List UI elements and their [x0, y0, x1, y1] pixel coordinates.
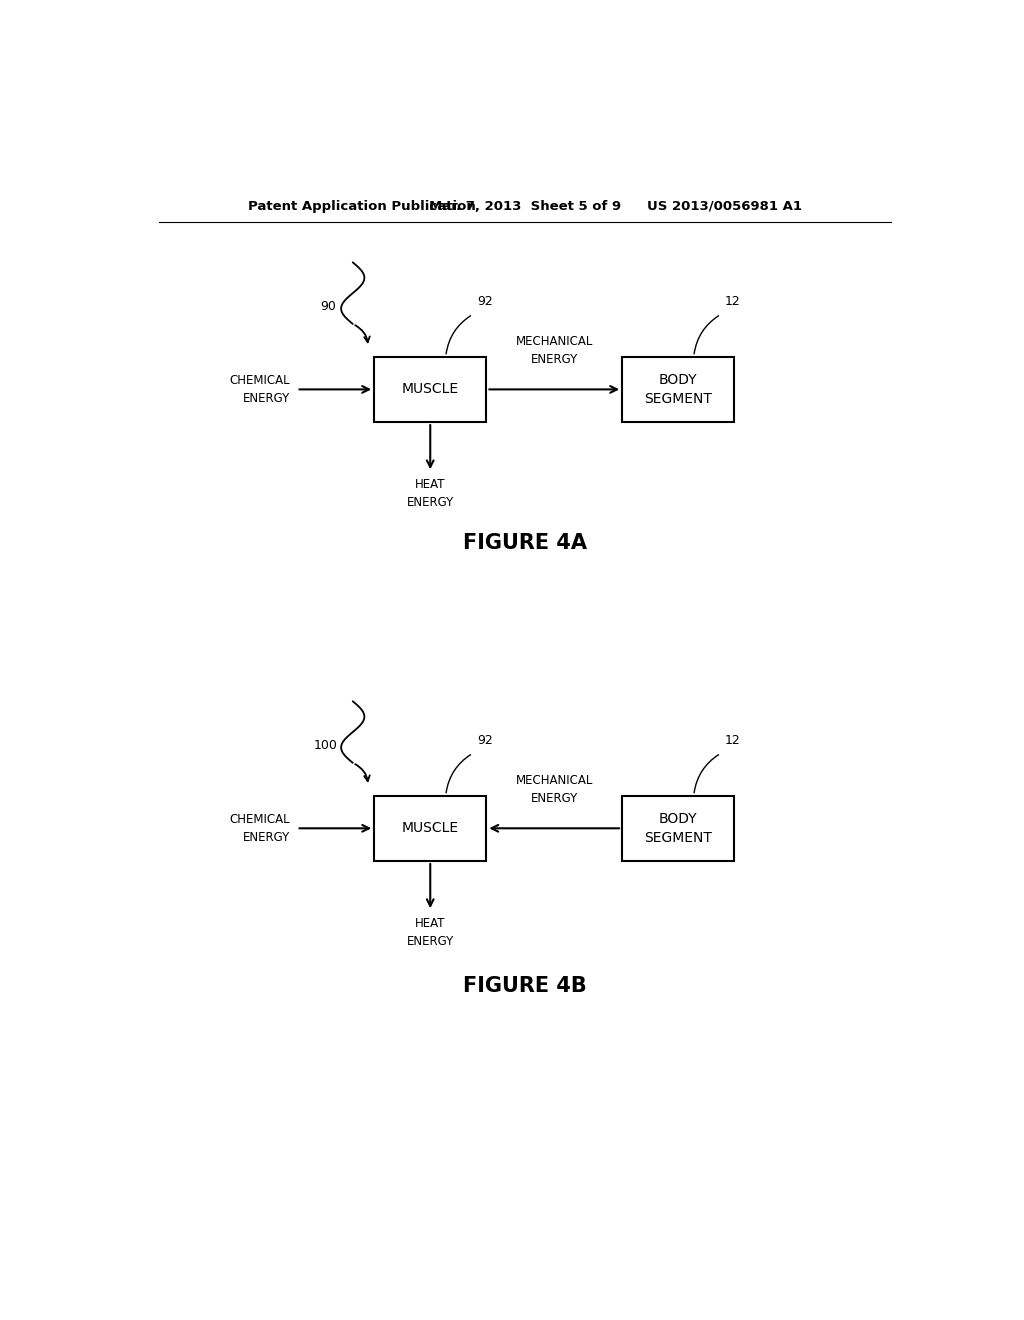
Text: MUSCLE: MUSCLE [401, 821, 459, 836]
Text: 100: 100 [314, 739, 338, 751]
Text: 92: 92 [477, 734, 493, 747]
Text: HEAT
ENERGY: HEAT ENERGY [407, 917, 454, 948]
Text: US 2013/0056981 A1: US 2013/0056981 A1 [647, 199, 802, 213]
Text: MUSCLE: MUSCLE [401, 383, 459, 396]
Text: Mar. 7, 2013  Sheet 5 of 9: Mar. 7, 2013 Sheet 5 of 9 [429, 199, 621, 213]
Text: CHEMICAL
ENERGY: CHEMICAL ENERGY [229, 374, 291, 405]
Text: 12: 12 [725, 734, 740, 747]
Bar [374, 356, 486, 422]
Bar [622, 356, 734, 422]
Text: 90: 90 [321, 300, 336, 313]
Bar [622, 796, 734, 861]
Text: MECHANICAL
ENERGY: MECHANICAL ENERGY [515, 335, 593, 367]
Text: 92: 92 [477, 296, 493, 308]
Text: Patent Application Publication: Patent Application Publication [248, 199, 476, 213]
Text: BODY
SEGMENT: BODY SEGMENT [644, 372, 712, 407]
Text: CHEMICAL
ENERGY: CHEMICAL ENERGY [229, 813, 291, 843]
Text: 12: 12 [725, 296, 740, 308]
Text: HEAT
ENERGY: HEAT ENERGY [407, 478, 454, 510]
Text: FIGURE 4B: FIGURE 4B [463, 977, 587, 997]
Bar [374, 796, 486, 861]
Text: MECHANICAL
ENERGY: MECHANICAL ENERGY [515, 775, 593, 805]
Text: FIGURE 4A: FIGURE 4A [463, 533, 587, 553]
Text: BODY
SEGMENT: BODY SEGMENT [644, 812, 712, 845]
